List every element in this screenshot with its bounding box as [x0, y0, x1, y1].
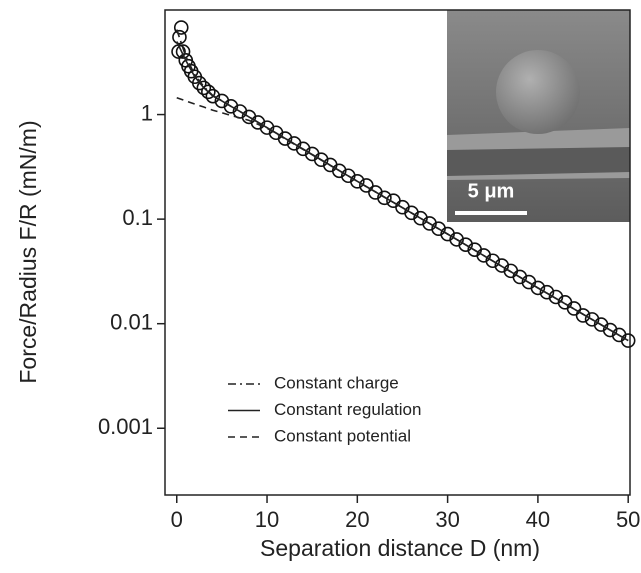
inset-image: 5 μm [447, 10, 630, 222]
legend-label: Constant regulation [274, 400, 421, 419]
data-point [331, 163, 347, 179]
plot-frame [164, 9, 631, 496]
data-point [173, 20, 189, 35]
data-point [205, 88, 221, 104]
y-tick-label: 0.01 [110, 310, 153, 335]
x-tick-label: 50 [616, 507, 640, 532]
y-tick-label: 1 [141, 100, 153, 125]
data-point [539, 284, 555, 300]
x-tick-label: 30 [435, 507, 459, 532]
data-point [259, 120, 275, 135]
data-point [201, 84, 216, 100]
x-axis-label: Separation distance D (nm) [260, 535, 540, 561]
data-point [530, 280, 546, 296]
data-point [295, 141, 311, 157]
data-point [575, 308, 591, 323]
data-point [175, 44, 191, 59]
data-point [485, 253, 501, 269]
y-tick-label: 0.1 [122, 205, 153, 230]
data-point [172, 29, 187, 45]
y-tick-label: 0.001 [98, 414, 153, 439]
data-point [620, 333, 636, 348]
data-point [602, 322, 618, 338]
data-point [458, 237, 473, 252]
x-tick-label: 10 [255, 507, 279, 532]
data-point [277, 131, 293, 146]
legend-label: Constant charge [274, 373, 399, 392]
data-point [566, 301, 582, 316]
model-line [176, 96, 629, 342]
data-point [359, 178, 374, 193]
scale-bar-label: 5 μm [468, 180, 515, 202]
data-point [192, 75, 207, 91]
x-tick-label: 0 [171, 507, 183, 532]
data-point [350, 174, 365, 189]
x-tick-label: 40 [526, 507, 550, 532]
legend-label: Constant potential [274, 426, 411, 445]
data-point [377, 190, 392, 206]
data-point [196, 80, 212, 96]
x-tick-label: 20 [345, 507, 369, 532]
model-line [176, 41, 629, 342]
y-axis-label: Force/Radius F/R (mN/m) [15, 120, 41, 383]
